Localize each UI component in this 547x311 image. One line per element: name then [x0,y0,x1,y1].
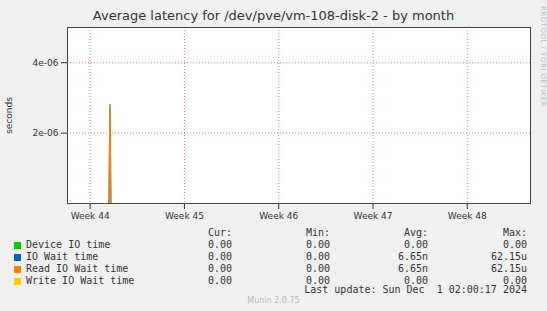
html-text:0.00: 0.00 [207,263,232,274]
html-text:Write IO Wait time: Write IO Wait time [26,275,135,286]
html-text:Munin 2.0.75: Munin 2.0.75 [247,296,300,305]
svg-text:4e-06: 4e-06 [33,58,59,68]
svg-text:Week 46: Week 46 [259,211,298,221]
html-text:0.00: 0.00 [207,275,232,286]
html-text:RRDTOOL / TOBI OETIKER: RRDTOOL / TOBI OETIKER [539,6,547,108]
html-text:0.00: 0.00 [403,239,428,250]
html-text:0.00: 0.00 [502,275,527,286]
html-text:6.65n: 6.65n [397,263,428,274]
html-text:62.15u: 62.15u [490,263,527,274]
html-text:0.00: 0.00 [207,251,232,262]
html-text:6.65n: 6.65n [397,251,428,262]
html-text:IO Wait time: IO Wait time [26,251,99,262]
svg-text:Week 48: Week 48 [448,211,487,221]
html-text:0.00: 0.00 [305,275,330,286]
html-text:0.00: 0.00 [207,239,232,250]
svg-text:2e-06: 2e-06 [33,128,59,138]
html-text:0.00: 0.00 [305,263,330,274]
html-text:0.00: 0.00 [305,251,330,262]
html-text:0.00: 0.00 [403,275,428,286]
html-text:Read IO Wait time: Read IO Wait time [26,263,129,274]
html-text:Device IO time: Device IO time [26,239,111,250]
svg-text:seconds: seconds [4,97,14,134]
html-text:0.00: 0.00 [305,239,330,250]
html-text:0.00: 0.00 [502,239,527,250]
svg-text:Week 45: Week 45 [165,211,204,221]
html-text:Cur:: Cur: [207,227,232,238]
html-text:Min:: Min: [305,227,330,238]
html-text:Max:: Max: [502,227,527,238]
html-text:62.15u: 62.15u [490,251,527,262]
html-text:Average latency for /dev/pve/v: Average latency for /dev/pve/vm-108-disk… [92,8,455,23]
html-text:Avg:: Avg: [403,227,428,238]
svg-text:Week 47: Week 47 [354,211,393,221]
svg-text:Week 44: Week 44 [71,211,110,221]
html-text:Last update: Sun Dec 1 02:00:1: Last update: Sun Dec 1 02:00:17 2024 [304,284,527,295]
